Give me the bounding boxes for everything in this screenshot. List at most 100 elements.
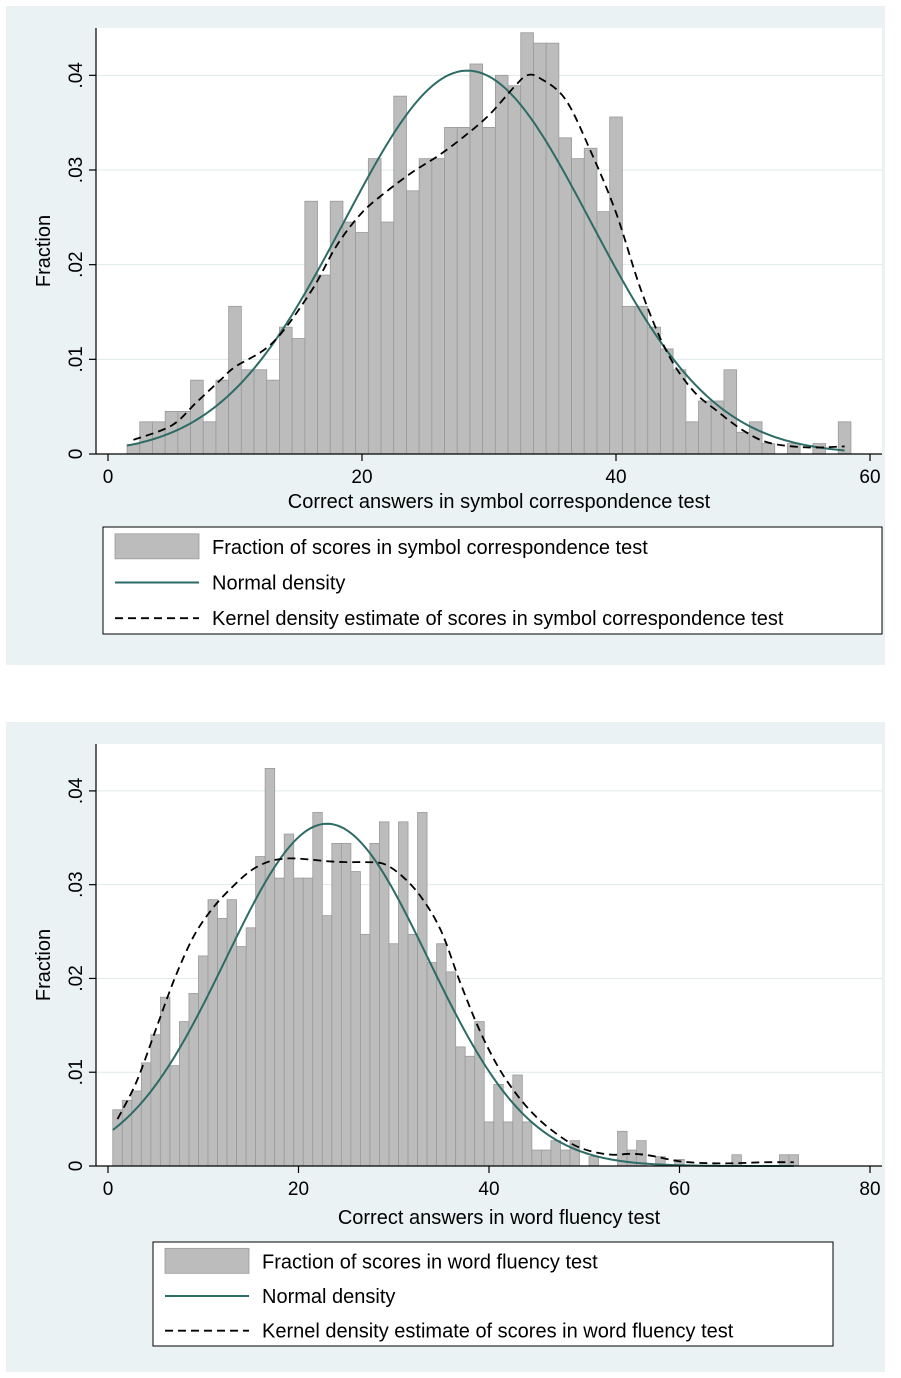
legend-key-bar [164,1247,250,1274]
histogram-bar [588,1156,599,1167]
histogram-bar [494,74,509,455]
histogram-bar [571,158,585,455]
histogram-bar [540,1149,552,1167]
histogram-bar [317,274,331,455]
normal-density-line [112,822,794,1167]
x-tick-label: 80 [859,1179,880,1200]
histogram-bar [531,1149,542,1167]
histogram-bar [312,812,323,1167]
histogram-bar [761,443,776,455]
histogram-bar [647,326,661,455]
legend-key-bar [114,533,200,560]
histogram-bar [302,877,314,1167]
symbol-correspondence-chart: 0 .01 .02 .03 .04 0 20 40 60 Correct answers in s… [33,28,883,635]
histogram-bar [788,1154,799,1167]
histogram-bar [150,1034,161,1167]
histogram-bar [329,200,344,455]
histogram-bar [255,856,266,1167]
histogram-bar [360,933,371,1167]
histogram-bar [198,955,209,1167]
histogram-bar [331,843,342,1167]
histogram-bar [179,1021,190,1167]
kernel-density-line [133,73,845,449]
chart-panel-word-fluency: 0 .01 .02 .03 .04 0 20 40 60 80 Correct answers in… [6,722,885,1372]
y-tick-label: .03 [66,871,87,897]
histogram-bar [698,400,712,455]
histogram-bar [207,899,218,1167]
word-fluency-chart: 0 .01 .02 .03 .04 0 20 40 60 80 Correct answers in… [33,744,882,1347]
histogram-bar [418,158,433,455]
histogram-bar [139,421,153,455]
y-tick-label: .02 [66,965,87,991]
histogram-bar [293,877,304,1167]
x-tick-label: 20 [288,1179,309,1200]
histogram-bar [266,379,280,455]
histogram-bar [469,63,484,455]
histogram-bar [533,42,547,455]
legend-label: Kernel density estimate of scores in wor… [262,1321,734,1343]
histogram-bar [202,421,217,455]
histogram-bar [215,379,230,455]
legend-label: Fraction of scores in word fluency test [262,1251,598,1273]
histogram-bar [512,1074,523,1167]
histogram-bar [445,971,457,1167]
histogram-bar [560,1149,571,1167]
histogram-bar [342,221,357,455]
histogram-bar [464,1055,476,1167]
histogram-bar [407,933,418,1167]
y-tick-label: .04 [66,62,87,89]
x-tick-label: 0 [103,1179,114,1200]
histogram-bar [444,127,458,455]
histogram-bar [340,843,352,1167]
legend-label: Normal density [262,1286,395,1308]
histogram-bar [621,305,636,455]
x-tick-label: 20 [351,467,372,488]
y-tick-label: .01 [66,1059,87,1085]
histogram-bar [236,946,247,1167]
normal-density-line [126,69,845,452]
x-tick-label: 40 [478,1179,499,1200]
histogram-bar [558,137,572,455]
x-tick-label: 0 [103,467,114,488]
histogram-bar [169,1065,180,1167]
histogram-bar [398,821,409,1167]
histogram-bar [291,338,306,455]
histogram-bar [474,1021,485,1167]
histogram-bar [493,1084,504,1167]
histogram-bar [426,962,438,1167]
histogram-bar [502,1121,514,1167]
histogram-bar [264,767,276,1167]
histogram-bar [660,348,674,455]
legend-label: Kernel density estimate of scores in sym… [212,608,784,630]
histogram-bar [417,812,428,1167]
histogram-bar [545,42,560,455]
histogram-bar [393,95,407,455]
histogram-bar [456,127,471,455]
histogram-bar [583,147,598,455]
histogram-bar [609,116,623,455]
histogram-bar [131,1090,142,1167]
x-tick-label: 60 [859,467,880,488]
histogram-bar [685,421,699,455]
histogram-bar [253,369,268,455]
x-tick-label: 40 [605,467,626,488]
histogram-bar [355,232,369,455]
histogram-bar [406,190,420,455]
histogram-bar [550,1140,561,1167]
histogram-bar [217,918,228,1167]
y-tick-label: 0 [66,1161,87,1172]
histogram-bar [388,943,399,1167]
histogram-bar [520,32,534,455]
chart-panel-symbol: 0 .01 .02 .03 .04 0 20 40 60 Correct answers in s… [6,6,885,665]
histogram-bar [159,996,171,1167]
histogram-bar [240,369,255,455]
y-tick-label: .04 [66,777,87,804]
histogram-bar [304,200,318,455]
y-tick-label: .01 [66,346,87,372]
histogram-bar [350,871,361,1167]
histogram-bar [507,85,522,455]
histogram-bar [596,211,611,455]
histogram-bar [787,443,801,455]
x-axis-title: Correct answers in word fluency test [338,1207,661,1229]
legend-label: Fraction of scores in symbol corresponde… [212,537,648,559]
